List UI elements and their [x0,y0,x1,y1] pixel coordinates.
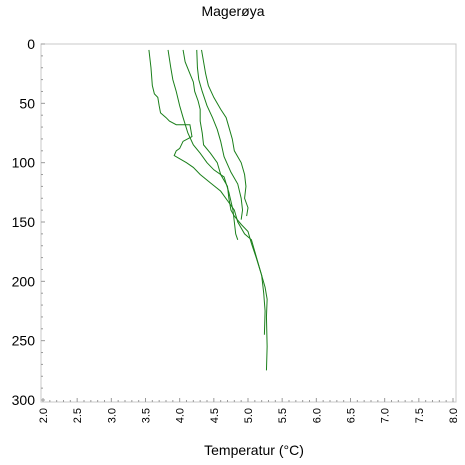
plot-frame [40,43,457,403]
x-tick-label: 7.5 [414,408,426,423]
x-tick-label: 3.5 [141,408,153,423]
y-tick-label: 150 [12,214,36,230]
y-tick-label: 300 [12,392,36,408]
x-tick-label: 2.5 [72,408,84,423]
y-tick-label: 0 [27,36,35,52]
x-axis: 2.0 2.5 3.0 3.5 4.0 4.5 5.0 5.5 6.0 6.5 7.0 7.5 8.0 [38,398,460,423]
temperature-profile-line [148,49,268,371]
temperature-profile-line [167,49,239,240]
y-tick-label: 200 [12,273,36,289]
x-tick-label: 8.0 [448,408,460,423]
x-tick-label: 4.0 [175,408,187,423]
y-tick-label: 100 [12,155,36,171]
x-tick-label: 5.5 [277,408,289,423]
x-tick-label: 6.0 [311,408,323,423]
x-axis-label: Temperatur (°C) [204,442,304,458]
chart-title: Magerøya [201,3,264,19]
temperature-profile-line [201,49,249,217]
x-tick-label: 5.0 [243,408,255,423]
temperature-profile-line [196,49,244,220]
x-tick-label: 7.0 [380,408,392,423]
x-tick-label: 3.0 [106,408,118,423]
y-axis: 0 50 100 150 200 250 300 [12,36,45,408]
x-tick-label: 6.5 [346,408,358,423]
y-tick-label: 250 [12,333,36,349]
temperature-profile-line [182,49,266,335]
x-tick-label: 2.0 [38,408,50,423]
y-tick-label: 50 [19,95,35,111]
series-layer [148,49,268,371]
x-tick-label: 4.5 [209,408,221,423]
